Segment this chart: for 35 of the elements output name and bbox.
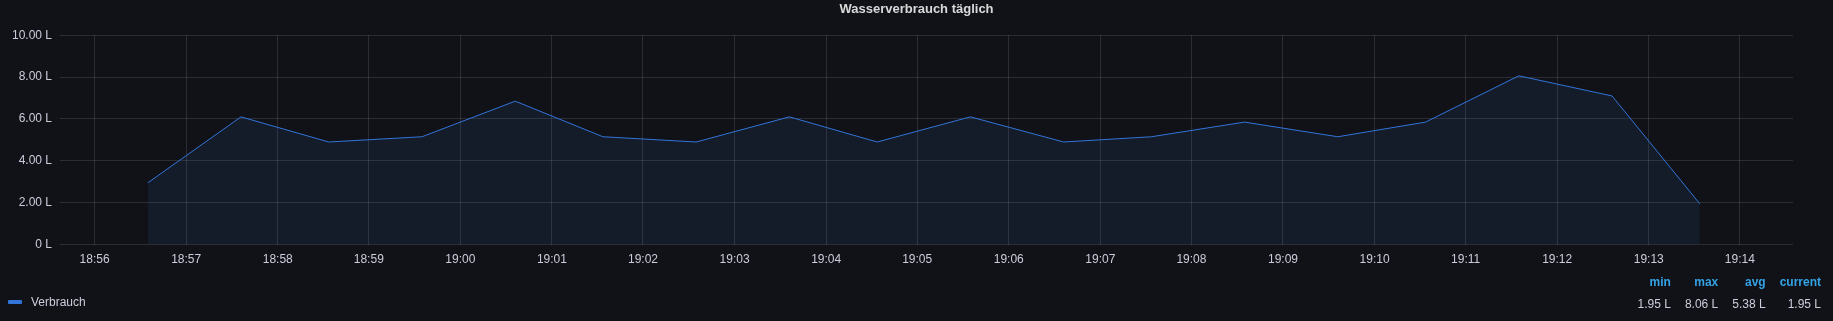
text: min (1648, 275, 1671, 289)
y-tick-label: 8.00 L (18, 69, 53, 84)
y-tick-label: 0 L (35, 236, 53, 251)
x-tick-label: 19:04 (811, 252, 842, 267)
x-tick-label: 18:57 (171, 252, 202, 267)
x-tick-label: 18:59 (353, 252, 385, 267)
x-tick-label: 19:12 (1542, 252, 1573, 267)
y-tick-label: 10.00 L (11, 27, 53, 42)
text: 1.95 L (1637, 297, 1671, 311)
y-tick-label: 2.00 L (18, 195, 53, 210)
text: 8.06 L (1684, 297, 1719, 311)
x-tick-label: 19:05 (902, 252, 933, 267)
y-tick-label: 6.00 L (18, 111, 53, 126)
text: 5.38 L (1732, 297, 1766, 311)
x-tick-label: 19:11 (1451, 252, 1481, 267)
x-tick-label: 18:56 (79, 252, 110, 267)
x-tick-label: 19:08 (1176, 252, 1207, 267)
text: avg (1743, 275, 1766, 289)
x-tick-label: 19:13 (1633, 252, 1665, 267)
x-tick-label: 19:09 (1267, 252, 1299, 267)
x-tick-label: 19:10 (1359, 252, 1390, 267)
text: 1.95 L (1786, 297, 1821, 311)
x-tick-label: 19:07 (1085, 252, 1116, 267)
x-tick-label: 19:01 (536, 252, 568, 267)
x-tick-label: 19:03 (719, 252, 750, 267)
text: max (1693, 275, 1719, 289)
x-tick-label: 18:58 (262, 252, 294, 267)
x-tick-label: 19:06 (993, 252, 1025, 267)
text: current (1779, 275, 1821, 289)
chart-title: Wasserverbrauch täglich (838, 0, 995, 18)
x-tick-label: 19:14 (1724, 252, 1756, 267)
y-tick-label: 4.00 L (18, 153, 53, 168)
x-tick-label: 19:02 (627, 252, 659, 267)
legend-label: Verbrauch (31, 295, 86, 309)
x-tick-label: 19:00 (445, 252, 476, 267)
